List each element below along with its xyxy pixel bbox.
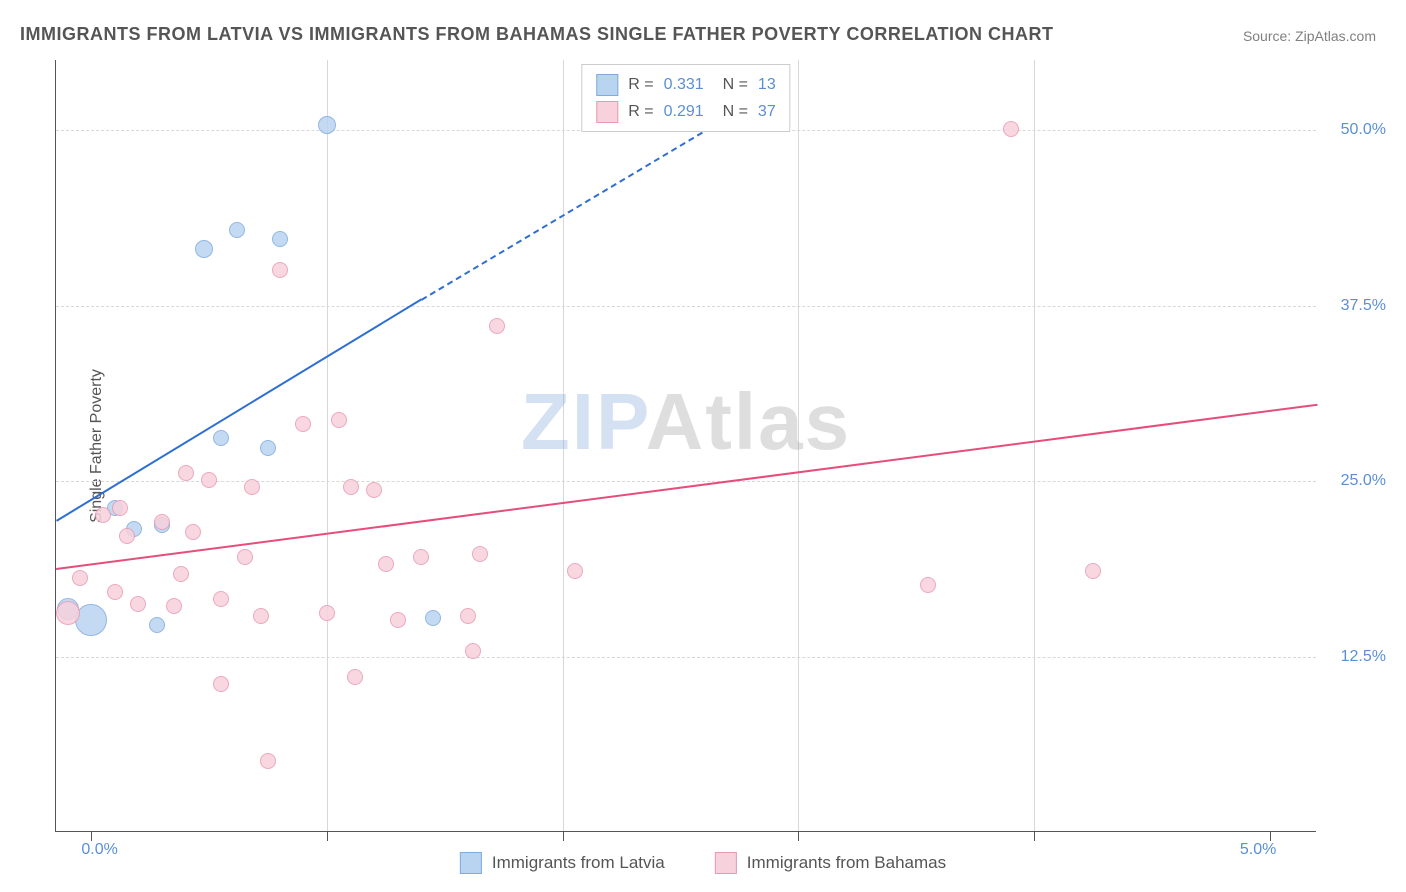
gridline-horizontal: [56, 306, 1316, 307]
data-point-latvia: [260, 440, 276, 456]
data-point-bahamas: [460, 608, 476, 624]
gridline-horizontal: [56, 657, 1316, 658]
data-point-bahamas: [253, 608, 269, 624]
data-point-bahamas: [347, 669, 363, 685]
data-point-latvia: [229, 222, 245, 238]
data-point-latvia: [195, 240, 213, 258]
watermark-zip: ZIP: [521, 377, 646, 466]
data-point-bahamas: [366, 482, 382, 498]
data-point-bahamas: [272, 262, 288, 278]
gridline-vertical: [1034, 60, 1035, 831]
data-point-bahamas: [112, 500, 128, 516]
data-point-bahamas: [166, 598, 182, 614]
data-point-bahamas: [465, 643, 481, 659]
data-point-bahamas: [185, 524, 201, 540]
data-point-bahamas: [201, 472, 217, 488]
x-tick: [798, 831, 799, 841]
gridline-vertical: [327, 60, 328, 831]
x-tick-label: 5.0%: [1240, 841, 1276, 859]
data-point-bahamas: [72, 570, 88, 586]
data-point-latvia: [149, 617, 165, 633]
data-point-bahamas: [378, 556, 394, 572]
data-point-bahamas: [319, 605, 335, 621]
data-point-bahamas: [154, 514, 170, 530]
correlation-legend-row-bahamas: R = 0.291 N = 37: [596, 98, 775, 125]
legend-swatch: [460, 852, 482, 874]
legend-swatch: [715, 852, 737, 874]
legend-r-label: R =: [628, 98, 653, 125]
data-point-bahamas: [130, 596, 146, 612]
legend-swatch: [596, 74, 618, 96]
source-attribution: Source: ZipAtlas.com: [1243, 28, 1376, 44]
data-point-latvia: [75, 604, 107, 636]
data-point-bahamas: [295, 416, 311, 432]
data-point-bahamas: [237, 549, 253, 565]
correlation-legend-row-latvia: R = 0.331 N = 13: [596, 71, 775, 98]
data-point-bahamas: [107, 584, 123, 600]
x-tick: [91, 831, 92, 841]
trend-line: [421, 116, 728, 300]
data-point-bahamas: [472, 546, 488, 562]
data-point-bahamas: [244, 479, 260, 495]
y-tick-label: 37.5%: [1326, 297, 1386, 315]
legend-n-label: N =: [714, 71, 748, 98]
correlation-legend: R = 0.331 N = 13R = 0.291 N = 37: [581, 64, 790, 132]
data-point-bahamas: [920, 577, 936, 593]
data-point-bahamas: [95, 507, 111, 523]
data-point-bahamas: [331, 412, 347, 428]
data-point-latvia: [318, 116, 336, 134]
data-point-bahamas: [489, 318, 505, 334]
data-point-bahamas: [173, 566, 189, 582]
plot-area: ZIPAtlas R = 0.331 N = 13R = 0.291 N = 3…: [55, 60, 1316, 832]
series-legend: Immigrants from Latvia Immigrants from Ba…: [460, 852, 946, 874]
data-point-bahamas: [390, 612, 406, 628]
legend-r-value: 0.291: [664, 98, 704, 125]
legend-n-value: 37: [758, 98, 776, 125]
data-point-bahamas: [213, 676, 229, 692]
series-legend-item-bahamas: Immigrants from Bahamas: [715, 852, 946, 874]
legend-r-value: 0.331: [664, 71, 704, 98]
gridline-vertical: [798, 60, 799, 831]
data-point-bahamas: [1085, 563, 1101, 579]
series-legend-label: Immigrants from Bahamas: [747, 853, 946, 873]
x-tick: [1034, 831, 1035, 841]
data-point-bahamas: [413, 549, 429, 565]
watermark-atlas: Atlas: [645, 377, 851, 466]
watermark: ZIPAtlas: [521, 376, 851, 468]
y-tick-label: 25.0%: [1326, 472, 1386, 490]
legend-r-label: R =: [628, 71, 653, 98]
legend-swatch: [596, 101, 618, 123]
gridline-vertical: [563, 60, 564, 831]
legend-n-value: 13: [758, 71, 776, 98]
data-point-bahamas: [260, 753, 276, 769]
series-legend-label: Immigrants from Latvia: [492, 853, 665, 873]
data-point-bahamas: [567, 563, 583, 579]
data-point-bahamas: [1003, 121, 1019, 137]
x-tick-label: 0.0%: [81, 841, 117, 859]
legend-n-label: N =: [714, 98, 748, 125]
y-tick-label: 50.0%: [1326, 121, 1386, 139]
data-point-bahamas: [213, 591, 229, 607]
x-tick: [563, 831, 564, 841]
data-point-latvia: [425, 610, 441, 626]
series-legend-item-latvia: Immigrants from Latvia: [460, 852, 665, 874]
chart-title: IMMIGRANTS FROM LATVIA VS IMMIGRANTS FRO…: [20, 24, 1053, 45]
data-point-bahamas: [343, 479, 359, 495]
x-tick: [327, 831, 328, 841]
data-point-bahamas: [119, 528, 135, 544]
data-point-bahamas: [56, 601, 80, 625]
data-point-bahamas: [178, 465, 194, 481]
data-point-latvia: [272, 231, 288, 247]
x-tick: [1270, 831, 1271, 841]
y-tick-label: 12.5%: [1326, 648, 1386, 666]
data-point-latvia: [213, 430, 229, 446]
